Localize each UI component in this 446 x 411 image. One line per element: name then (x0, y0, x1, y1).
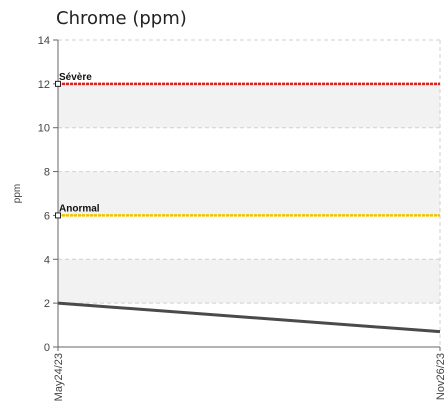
series-line (57, 301, 441, 334)
grid-band (58, 40, 440, 84)
y-tick-label: 2 (44, 298, 50, 310)
grid-band (58, 83, 440, 128)
y-tick-label: 6 (44, 210, 50, 222)
x-tick-label: May24/23 (53, 353, 65, 401)
grid-band (58, 259, 440, 304)
y-tick-label: 14 (38, 35, 50, 47)
grid-band (58, 171, 440, 216)
y-tick-label: 8 (44, 167, 50, 179)
threshold-label: Sévère (59, 72, 92, 83)
threshold-marker (55, 212, 61, 219)
chart-title: Chrome (ppm) (56, 8, 187, 29)
grid-band (58, 215, 440, 260)
y-tick-label: 0 (44, 342, 50, 354)
y-tick-label: 4 (44, 254, 50, 266)
threshold-marker (55, 80, 61, 87)
threshold-label: Anormal (59, 203, 100, 214)
grid-band (58, 127, 440, 172)
x-tick-label: Nov26/23 (435, 353, 446, 400)
grid-band (58, 303, 440, 347)
y-axis-label: ppm (12, 184, 23, 203)
y-tick-label: 12 (38, 79, 50, 91)
y-tick-label: 10 (38, 123, 50, 135)
